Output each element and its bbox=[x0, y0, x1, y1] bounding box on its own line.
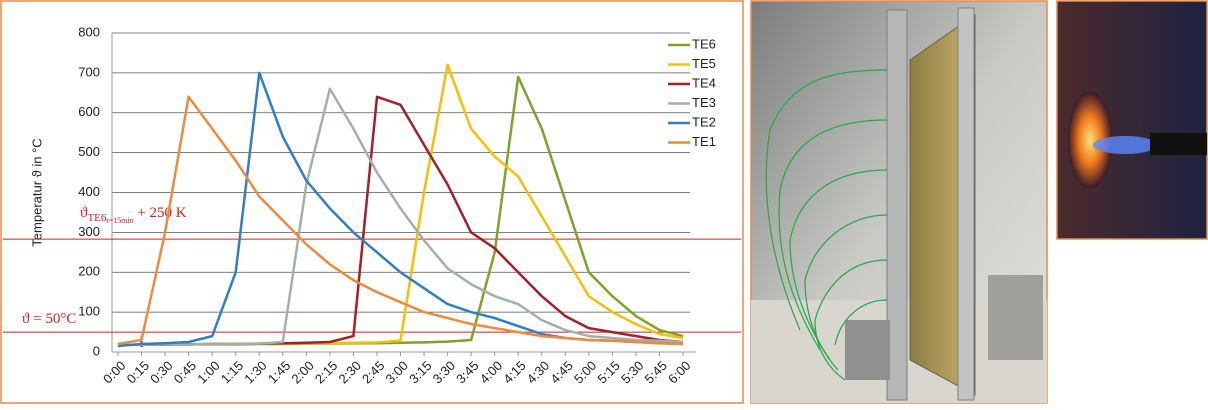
reference-text: = 50°C bbox=[29, 312, 76, 328]
y-tick-label: 200 bbox=[78, 264, 100, 279]
y-tick-label: 0 bbox=[93, 343, 100, 358]
y-tick-label: 400 bbox=[78, 184, 100, 199]
legend-label: TE2 bbox=[692, 114, 716, 129]
y-axis-label: Temperatur ϑ in °C bbox=[29, 138, 44, 246]
legend-label: TE5 bbox=[692, 56, 716, 71]
legend-label: TE1 bbox=[692, 134, 716, 149]
photo-setup bbox=[751, 1, 1047, 403]
y-tick-label: 600 bbox=[78, 104, 100, 119]
reference-label: ϑ = 50°C bbox=[22, 312, 76, 328]
sub-subscript: t=15min bbox=[106, 216, 133, 225]
figure: 0 100 200 300 400 500 600 700 800 Temperatur ϑ in… bbox=[0, 0, 1208, 405]
y-tick-label: 500 bbox=[78, 144, 100, 159]
reference-text: + 250 K bbox=[134, 206, 187, 222]
legend-label: TE4 bbox=[692, 75, 716, 90]
legend-label: TE3 bbox=[692, 95, 716, 110]
subscript: TE6 bbox=[87, 212, 106, 224]
y-tick-label: 700 bbox=[78, 64, 100, 79]
photo-burner bbox=[1057, 1, 1207, 239]
page: {"chart_data": {"type": "line", "y_label… bbox=[0, 0, 1208, 405]
legend-label: TE6 bbox=[692, 36, 716, 51]
y-tick-label: 100 bbox=[78, 304, 100, 319]
y-tick-label: 800 bbox=[78, 24, 100, 39]
y-tick-label: 300 bbox=[78, 224, 100, 239]
